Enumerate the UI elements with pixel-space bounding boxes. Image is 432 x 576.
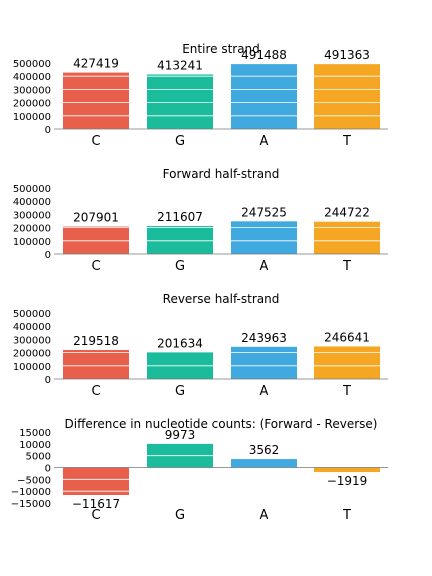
y-tick-label-3-3: 0 <box>45 464 51 475</box>
y-tick-label-2-4: 100000 <box>13 362 51 373</box>
x-tick-label-1-A: A <box>260 259 269 274</box>
chart-title-2: Reverse half-strand <box>163 292 280 306</box>
bar-0-A <box>231 64 297 129</box>
y-tick-label-3-1: 10000 <box>19 440 51 451</box>
x-tick-label-2-T: T <box>342 384 351 399</box>
data-label-3-A: 3562 <box>249 443 280 457</box>
bar-3-T <box>314 467 380 473</box>
y-tick-label-0-5: 0 <box>45 125 51 136</box>
y-tick-label-3-6: −15000 <box>11 499 51 510</box>
y-tick-label-0-4: 100000 <box>13 112 51 123</box>
bar-0-G <box>147 74 213 129</box>
x-tick-label-3-A: A <box>260 508 269 523</box>
y-tick-label-0-1: 400000 <box>13 72 51 83</box>
bar-2-A <box>231 346 297 379</box>
y-tick-label-2-3: 200000 <box>13 349 51 360</box>
y-tick-label-1-0: 500000 <box>13 184 51 195</box>
y-tick-label-0-2: 300000 <box>13 85 51 96</box>
x-tick-label-1-G: G <box>175 259 185 274</box>
y-tick-label-3-5: −10000 <box>11 487 51 498</box>
y-tick-label-0-3: 200000 <box>13 99 51 110</box>
y-tick-label-3-0: 15000 <box>19 428 51 439</box>
y-tick-label-3-2: 5000 <box>26 452 51 463</box>
data-label-1-C: 207901 <box>73 211 119 225</box>
data-label-0-C: 427419 <box>73 57 119 71</box>
data-label-0-G: 413241 <box>157 58 203 72</box>
y-tick-label-1-2: 300000 <box>13 210 51 221</box>
x-tick-label-3-C: C <box>91 508 100 523</box>
data-label-2-T: 246641 <box>324 330 370 344</box>
y-tick-label-3-4: −5000 <box>17 475 51 486</box>
data-label-2-A: 243963 <box>241 331 287 345</box>
x-tick-label-0-G: G <box>175 134 185 149</box>
bar-2-C <box>63 350 129 379</box>
x-tick-label-2-A: A <box>260 384 269 399</box>
y-tick-label-2-0: 500000 <box>13 309 51 320</box>
bar-3-C <box>63 467 129 495</box>
y-tick-label-1-5: 0 <box>45 250 51 261</box>
data-label-2-G: 201634 <box>157 336 203 350</box>
chart-title-1: Forward half-strand <box>163 167 280 181</box>
data-label-1-T: 244722 <box>324 206 370 220</box>
data-label-0-A: 491488 <box>241 48 287 62</box>
x-tick-label-0-A: A <box>260 134 269 149</box>
bar-1-G <box>147 226 213 254</box>
data-label-3-G: 9973 <box>165 428 196 442</box>
bar-0-C <box>63 72 129 129</box>
data-label-1-G: 211607 <box>157 210 203 224</box>
x-tick-label-1-C: C <box>91 259 100 274</box>
y-tick-label-1-1: 400000 <box>13 197 51 208</box>
data-label-3-T: −1919 <box>327 474 368 488</box>
bar-1-A <box>231 221 297 254</box>
chart-title-0: Entire strand <box>182 42 260 56</box>
chart-title-3: Difference in nucleotide counts: (Forwar… <box>65 417 378 431</box>
bar-1-T <box>314 221 380 254</box>
x-tick-label-2-G: G <box>175 384 185 399</box>
bar-3-A <box>231 459 297 468</box>
y-tick-label-1-3: 200000 <box>13 224 51 235</box>
x-tick-label-0-C: C <box>91 134 100 149</box>
bar-1-C <box>63 226 129 254</box>
data-label-2-C: 219518 <box>73 334 119 348</box>
data-label-3-C: −11617 <box>72 497 120 511</box>
y-tick-label-2-1: 400000 <box>13 322 51 333</box>
data-label-1-A: 247525 <box>241 205 287 219</box>
x-tick-label-3-T: T <box>342 508 351 523</box>
data-label-0-T: 491363 <box>324 48 370 62</box>
y-tick-label-2-2: 300000 <box>13 335 51 346</box>
x-tick-label-3-G: G <box>175 508 185 523</box>
y-tick-label-0-0: 500000 <box>13 59 51 70</box>
x-tick-label-0-T: T <box>342 134 351 149</box>
y-tick-label-1-4: 100000 <box>13 237 51 248</box>
y-tick-label-2-5: 0 <box>45 375 51 386</box>
x-tick-label-2-C: C <box>91 384 100 399</box>
bar-0-T <box>314 64 380 129</box>
x-tick-label-1-T: T <box>342 259 351 274</box>
bar-2-T <box>314 346 380 379</box>
